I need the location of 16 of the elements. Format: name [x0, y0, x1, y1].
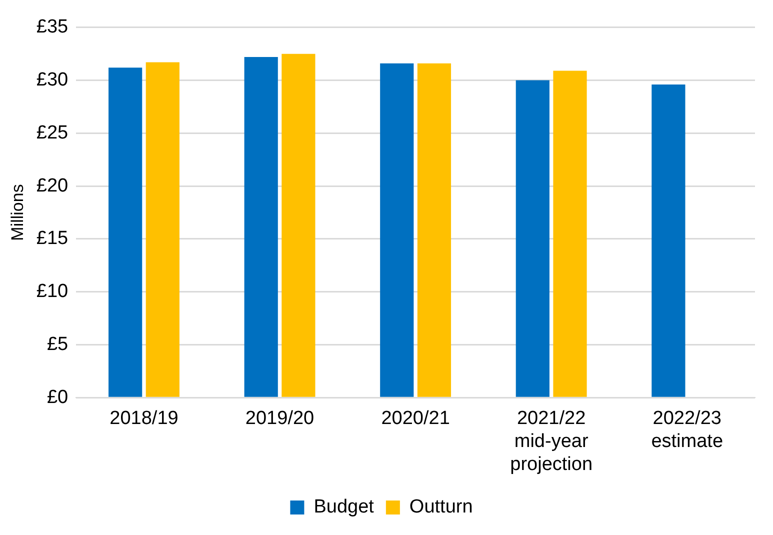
x-tick-label: 2020/21: [381, 408, 450, 430]
y-tick-label: £0: [46, 386, 68, 408]
y-tick-label: £30: [36, 70, 68, 91]
y-tick-label: £10: [36, 281, 68, 302]
x-tick-label: 2018/19: [110, 408, 178, 430]
y-tick-label: £20: [36, 175, 68, 196]
legend-label: Outturn: [409, 496, 473, 518]
x-tick-label: 2021/22 mid-year projection: [510, 408, 593, 475]
y-axis-title: Millions: [8, 184, 27, 241]
x-tick-label: 2022/23 estimate: [651, 408, 724, 452]
x-tick-label: 2019/20: [245, 408, 314, 430]
legend-label: Budget: [314, 496, 375, 518]
y-tick-label: £5: [46, 334, 68, 355]
y-tick-label: £25: [36, 122, 68, 144]
y-tick-label: £35: [36, 16, 68, 38]
y-tick-label: £15: [36, 228, 68, 250]
